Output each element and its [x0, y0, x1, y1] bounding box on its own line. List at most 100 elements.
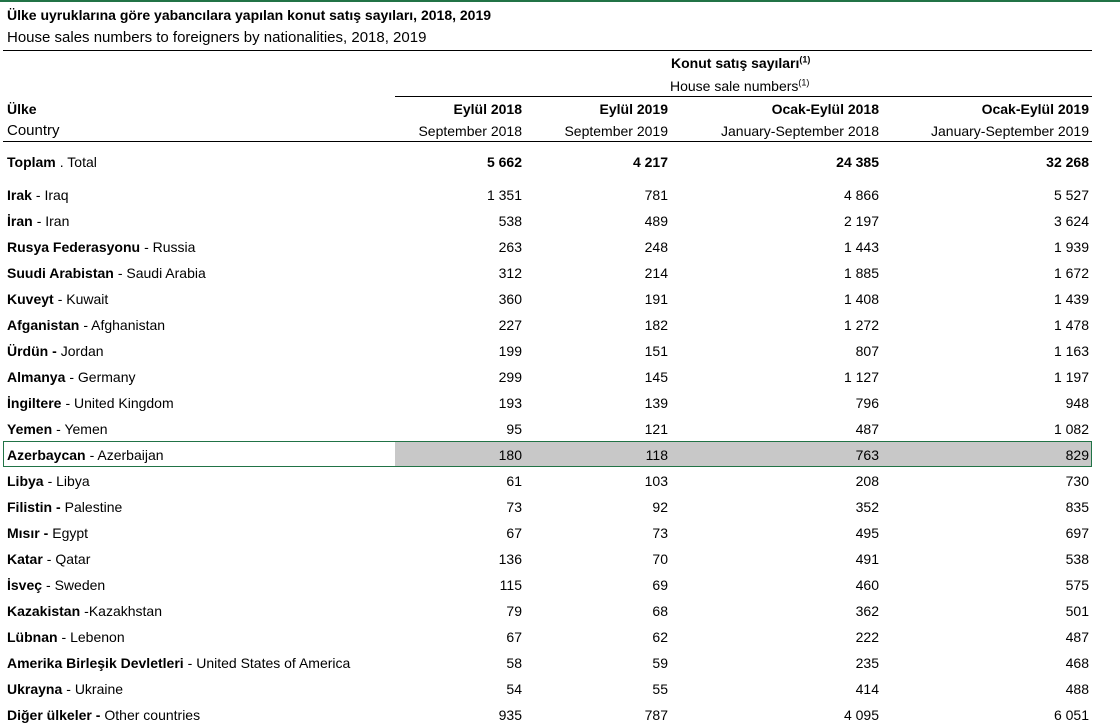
cell: 145 — [644, 369, 668, 385]
row-label: Kuveyt - Kuwait — [7, 290, 108, 308]
row-label: İran - Iran — [7, 212, 69, 230]
cell: 796 — [855, 395, 879, 411]
cell: 1 478 — [1053, 317, 1089, 333]
cell: 4 217 — [632, 154, 668, 170]
country-en: - Saudi Arabia — [117, 265, 206, 281]
country-tr: Ürdün - — [7, 343, 57, 359]
cell: 227 — [498, 317, 522, 333]
cell: 118 — [645, 447, 668, 463]
cell: 360 — [498, 291, 522, 307]
cell: 208 — [855, 473, 879, 489]
cell: 92 — [652, 499, 668, 515]
cell: 489 — [644, 213, 668, 229]
country-tr: İngiltere — [7, 395, 62, 411]
cell: 68 — [652, 603, 668, 619]
country-tr: Amerika Birleşik Devletleri — [7, 655, 184, 671]
row-label: Amerika Birleşik Devletleri - United Stat… — [7, 654, 350, 672]
row-label: Yemen - Yemen — [7, 420, 108, 438]
country-en: - Azerbaijan — [89, 447, 164, 463]
cell: 59 — [652, 655, 668, 671]
cell: 781 — [644, 187, 668, 203]
country-tr: Libya — [7, 473, 44, 489]
cell: 1 672 — [1053, 265, 1089, 281]
cell: 1 939 — [1053, 239, 1089, 255]
cell: 58 — [506, 655, 522, 671]
row-label: Azerbaycan - Azerbaijan — [7, 446, 164, 464]
country-en: Egypt — [52, 525, 89, 541]
cell: 468 — [1065, 655, 1089, 671]
cell: 1 163 — [1053, 343, 1089, 359]
group-tr: Konut satış sayıları — [671, 55, 800, 71]
cell: 54 — [506, 681, 522, 697]
country-en: - Lebenon — [61, 629, 125, 645]
cell: 151 — [644, 343, 668, 359]
group-en: House sale numbers — [670, 78, 799, 94]
rule — [3, 141, 1092, 142]
column-header: Eylül 2018 — [453, 101, 523, 117]
cell: 491 — [855, 551, 879, 567]
cell: 299 — [498, 369, 522, 385]
country-en: - Sweden — [46, 577, 106, 593]
title: Ülke uyruklarına göre yabancılara yapıla… — [7, 7, 492, 23]
country-en: - Libya — [47, 473, 90, 489]
cell: 787 — [644, 707, 668, 723]
cell: 121 — [644, 421, 668, 437]
cell: 103 — [644, 473, 668, 489]
cell: 460 — [855, 577, 879, 593]
cell: 362 — [855, 603, 879, 619]
row-label: Afganistan - Afghanistan — [7, 316, 165, 334]
cell: 1 351 — [486, 187, 522, 203]
country-tr: Kuveyt — [7, 291, 54, 307]
cell: 235 — [855, 655, 879, 671]
cell: 95 — [506, 421, 522, 437]
row-label: Libya - Libya — [7, 472, 90, 490]
country-tr: Afganistan — [7, 317, 80, 333]
cell: 4 095 — [843, 707, 879, 723]
country-en: - Russia — [144, 239, 196, 255]
country-tr: Rusya Federasyonu — [7, 239, 141, 255]
row-label: Diğer ülkeler - Other countries — [7, 706, 200, 724]
cell: 73 — [506, 499, 522, 515]
cell: 538 — [1065, 551, 1089, 567]
cell: 24 385 — [836, 154, 879, 170]
selected-cells — [395, 442, 1092, 466]
column-header-en: September 2019 — [564, 123, 668, 139]
row-label: Mısır - Egypt — [7, 524, 88, 542]
cell: 193 — [498, 395, 522, 411]
cell: 487 — [1065, 629, 1089, 645]
country-en: . Total — [59, 154, 97, 170]
row-label: Irak - Iraq — [7, 186, 69, 204]
cell: 807 — [855, 343, 879, 359]
country-en: Other countries — [104, 707, 201, 723]
row-label: Lübnan - Lebenon — [7, 628, 125, 646]
cell: 222 — [855, 629, 879, 645]
country-tr: Almanya — [7, 369, 66, 385]
country-en: - United States of America — [187, 655, 351, 671]
row-label: Filistin - Palestine — [7, 498, 122, 516]
subtitle: House sales numbers to foreigners by nat… — [7, 29, 427, 46]
cell: 352 — [855, 499, 879, 515]
row-label: İngiltere - United Kingdom — [7, 394, 174, 412]
country-en: - Yemen — [56, 421, 108, 437]
column-header-en: September 2018 — [418, 123, 522, 139]
cell: 191 — [644, 291, 668, 307]
cell: 1 408 — [843, 291, 879, 307]
row-label: Katar - Qatar — [7, 550, 90, 568]
cell: 62 — [652, 629, 668, 645]
cell: 136 — [498, 551, 522, 567]
cell: 488 — [1065, 681, 1089, 697]
country-en: - Afghanistan — [83, 317, 166, 333]
cell: 1 197 — [1053, 369, 1089, 385]
country-en: - Germany — [69, 369, 136, 385]
cell: 73 — [652, 525, 668, 541]
country-tr: Toplam — [7, 154, 56, 170]
country-header: Ülke — [7, 101, 37, 117]
country-tr: İran — [7, 213, 33, 229]
cell: 2 197 — [843, 213, 879, 229]
cell: 180 — [498, 447, 522, 463]
column-header: Ocak-Eylül 2019 — [981, 101, 1089, 117]
cell: 115 — [499, 577, 522, 593]
cell: 829 — [1065, 447, 1089, 463]
cell: 67 — [506, 629, 522, 645]
